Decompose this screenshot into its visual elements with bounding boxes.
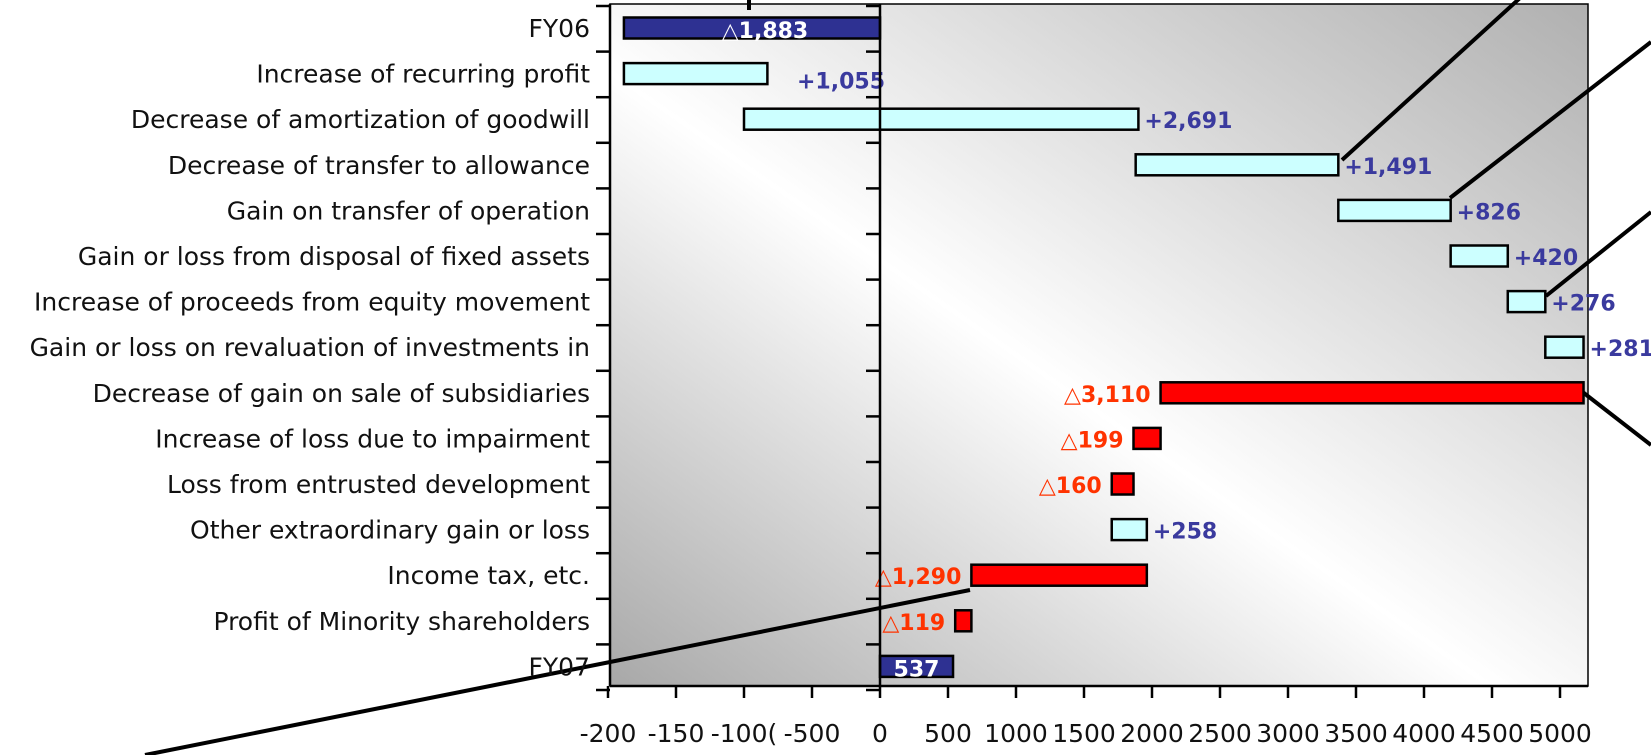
bar-increase	[1337, 198, 1452, 223]
bar-increase	[742, 107, 1140, 131]
x-tick-label: 2000	[1120, 719, 1184, 748]
bar-decrease	[1159, 381, 1585, 405]
data-label: 537	[894, 657, 940, 682]
y-axis	[596, 4, 880, 692]
x-tick-label: 0	[872, 719, 888, 748]
category-label: Decrease of amortization of goodwill	[131, 105, 590, 134]
category-label: Increase of loss due to impairment	[155, 424, 590, 453]
data-label: △3,110	[1064, 383, 1151, 408]
category-label: Increase of proceeds from equity movemen…	[34, 288, 590, 317]
x-tick-label: 5000	[1528, 719, 1592, 748]
category-label: Gain or loss from disposal of fixed asse…	[78, 242, 590, 271]
data-label: △199	[1061, 428, 1124, 453]
category-label: Loss from entrusted development	[167, 470, 590, 499]
data-label: △160	[1039, 474, 1102, 499]
x-tick-label: 3500	[1324, 719, 1388, 748]
data-label: +1,055	[797, 70, 885, 95]
bar-decrease	[1132, 426, 1162, 451]
category-label: Gain or loss on revaluation of investmen…	[30, 333, 590, 362]
category-label: Profit of Minority shareholders	[213, 607, 590, 636]
data-label: +276	[1551, 292, 1615, 317]
x-tick-labels: -200 -150 -100(-500 0 500 1000 1500 2000 2500 300…	[580, 719, 1592, 748]
x-tick-label: -100(	[711, 719, 778, 748]
x-tick-label: -200	[580, 719, 637, 748]
category-labels: FY06 Increase of recurring profit Decrease…	[30, 14, 591, 681]
x-tick-label: -150	[648, 719, 705, 748]
category-label: Income tax, etc.	[387, 561, 590, 590]
category-label: Increase of recurring profit	[256, 60, 590, 89]
x-tick-label: 4000	[1392, 719, 1456, 748]
category-label: Decrease of gain on sale of subsidiaries	[93, 379, 590, 408]
category-label: Other extraordinary gain or loss	[190, 516, 590, 545]
bar-increase	[1134, 153, 1340, 177]
x-tick-label: 2500	[1188, 719, 1252, 748]
bar-increase	[622, 61, 769, 86]
x-tick-label: 3000	[1256, 719, 1320, 748]
bar-decrease	[970, 563, 1149, 587]
data-label: +1,491	[1344, 155, 1432, 180]
x-tick-label: 1500	[1052, 719, 1116, 748]
data-label: △119	[882, 611, 945, 636]
bar-increase	[1544, 335, 1585, 359]
data-label: +258	[1153, 520, 1217, 545]
x-tick-label: 500	[924, 719, 972, 748]
bar-increase	[1110, 517, 1149, 542]
x-tick-label: 4500	[1460, 719, 1524, 748]
category-label: Decrease of transfer to allowance	[168, 151, 590, 180]
data-label: +281	[1590, 337, 1651, 362]
category-label: FY06	[529, 14, 590, 43]
x-tick-label: 1000	[984, 719, 1048, 748]
category-label: Gain on transfer of operation	[227, 196, 590, 225]
data-label: +420	[1514, 246, 1578, 271]
x-tick-label: -500	[784, 719, 841, 748]
callout-lines	[144, 0, 1651, 755]
data-label: +2,691	[1144, 109, 1232, 134]
category-label: FY07	[529, 652, 590, 681]
value-labels-layer: △1,883 +1,055 +2,691 +1,491 +826 +420 +276 +281…	[722, 19, 1651, 682]
bar-decrease	[1110, 472, 1135, 496]
bar-increase	[1449, 244, 1510, 268]
bar-decrease	[953, 609, 973, 633]
data-label: △1,290	[875, 565, 962, 590]
data-label: △1,883	[722, 19, 809, 44]
data-label: +826	[1457, 200, 1521, 225]
bar-increase	[1506, 289, 1547, 314]
x-axis	[606, 4, 1588, 698]
